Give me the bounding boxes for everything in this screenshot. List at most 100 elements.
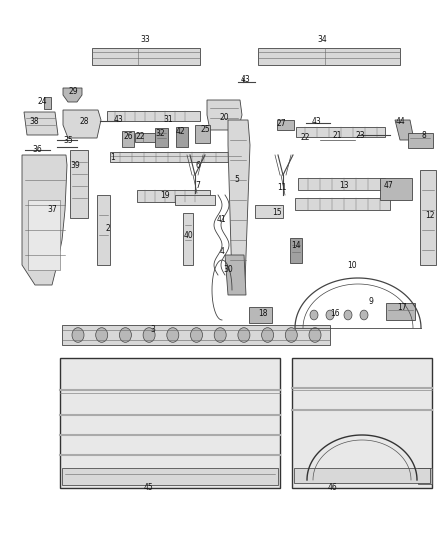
Text: 34: 34: [317, 36, 327, 44]
Circle shape: [95, 328, 108, 342]
Circle shape: [344, 310, 352, 320]
Text: 36: 36: [32, 144, 42, 154]
Text: 30: 30: [223, 265, 233, 274]
Text: 43: 43: [311, 117, 321, 126]
Text: 13: 13: [339, 181, 349, 190]
Bar: [255, 205, 283, 218]
Bar: [298, 178, 385, 190]
Circle shape: [360, 310, 368, 320]
Text: 35: 35: [63, 135, 73, 144]
Text: 3: 3: [151, 326, 155, 335]
Polygon shape: [395, 120, 414, 140]
Text: 16: 16: [330, 309, 340, 318]
Text: 43: 43: [114, 116, 124, 125]
Text: 38: 38: [29, 117, 39, 125]
Bar: [294, 468, 430, 483]
Text: 1: 1: [111, 152, 115, 161]
Text: 43: 43: [240, 76, 250, 85]
Bar: [296, 127, 385, 137]
Text: 28: 28: [79, 117, 89, 125]
Bar: [135, 133, 155, 142]
Text: 18: 18: [258, 309, 268, 318]
Text: 40: 40: [183, 230, 193, 239]
Polygon shape: [225, 255, 246, 295]
Bar: [420, 170, 436, 265]
Bar: [122, 131, 134, 147]
Circle shape: [167, 328, 179, 342]
Text: 14: 14: [291, 241, 301, 251]
Circle shape: [191, 328, 202, 342]
Text: 32: 32: [155, 130, 165, 139]
Bar: [155, 128, 168, 147]
Bar: [408, 133, 433, 148]
Bar: [62, 468, 278, 485]
Bar: [107, 111, 200, 121]
Text: 7: 7: [195, 181, 201, 190]
Text: 10: 10: [347, 261, 357, 270]
Bar: [258, 48, 400, 65]
Circle shape: [309, 328, 321, 342]
Text: 2: 2: [106, 223, 110, 232]
Text: 23: 23: [355, 131, 365, 140]
Text: 31: 31: [163, 116, 173, 125]
Bar: [137, 190, 210, 202]
Text: 27: 27: [276, 118, 286, 127]
Polygon shape: [63, 110, 101, 138]
Circle shape: [238, 328, 250, 342]
Bar: [195, 125, 210, 143]
Bar: [292, 358, 432, 488]
Circle shape: [326, 310, 334, 320]
Polygon shape: [63, 88, 82, 102]
Bar: [28, 200, 60, 270]
Bar: [176, 127, 188, 147]
Polygon shape: [228, 120, 250, 283]
Circle shape: [143, 328, 155, 342]
Bar: [295, 198, 390, 210]
Text: 22: 22: [300, 133, 310, 142]
Text: 19: 19: [160, 191, 170, 200]
Bar: [97, 195, 110, 265]
Text: 25: 25: [200, 125, 210, 134]
Circle shape: [310, 310, 318, 320]
Text: 45: 45: [143, 482, 153, 491]
Text: 47: 47: [383, 181, 393, 190]
Bar: [386, 303, 415, 320]
Circle shape: [214, 328, 226, 342]
Text: 22: 22: [135, 133, 145, 141]
Circle shape: [285, 328, 297, 342]
Circle shape: [120, 328, 131, 342]
Text: 42: 42: [175, 127, 185, 136]
Text: 21: 21: [332, 131, 342, 140]
Polygon shape: [24, 112, 58, 135]
Bar: [60, 358, 280, 488]
Polygon shape: [207, 100, 242, 130]
Bar: [70, 150, 88, 218]
Text: 29: 29: [68, 86, 78, 95]
Text: 20: 20: [219, 114, 229, 123]
Text: 26: 26: [123, 133, 133, 141]
Bar: [249, 307, 272, 323]
Text: 39: 39: [70, 161, 80, 171]
Text: 17: 17: [397, 303, 407, 312]
Bar: [92, 48, 200, 65]
Bar: [175, 195, 215, 205]
Text: 8: 8: [422, 131, 426, 140]
Bar: [290, 238, 302, 263]
Text: 9: 9: [368, 297, 374, 306]
Text: 11: 11: [277, 183, 287, 192]
Bar: [44, 97, 51, 109]
Bar: [183, 213, 193, 265]
Text: 24: 24: [37, 96, 47, 106]
Polygon shape: [22, 155, 67, 285]
Bar: [418, 468, 432, 484]
Text: 41: 41: [216, 215, 226, 224]
Text: 37: 37: [47, 206, 57, 214]
Bar: [277, 120, 294, 130]
Text: 15: 15: [272, 208, 282, 217]
Circle shape: [72, 328, 84, 342]
Bar: [380, 178, 412, 200]
Text: 5: 5: [235, 175, 240, 184]
Bar: [110, 152, 241, 162]
Text: 4: 4: [219, 247, 224, 256]
Text: 12: 12: [425, 211, 435, 220]
